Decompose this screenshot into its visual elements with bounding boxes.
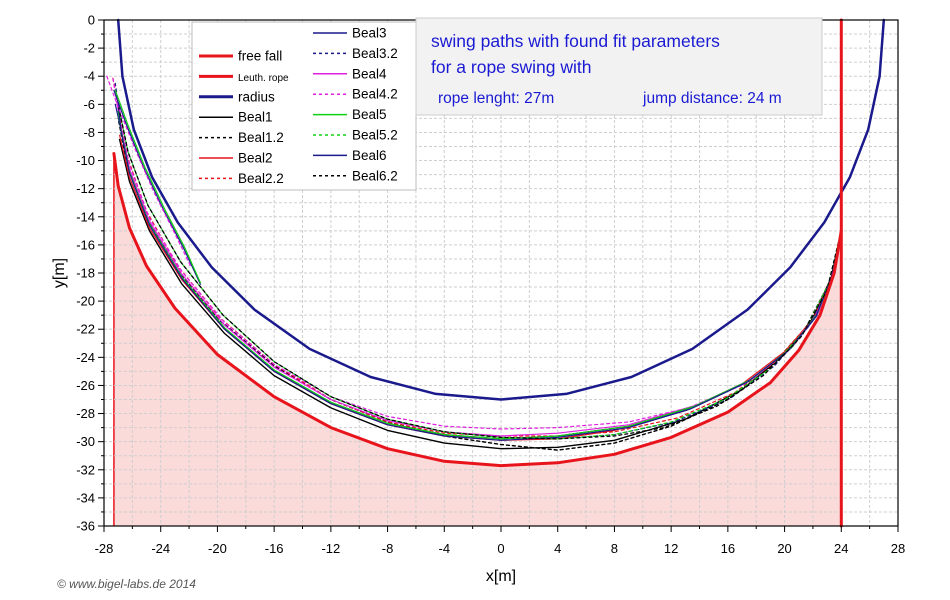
x-tick-label: 0 bbox=[497, 541, 504, 556]
legend-label: Beal5.2 bbox=[352, 128, 398, 143]
legend-label: Beal3 bbox=[352, 26, 387, 41]
legend-label: Beal1 bbox=[238, 110, 273, 125]
series-line-beal6 bbox=[117, 103, 842, 441]
series-line-extra-15 bbox=[113, 89, 201, 285]
x-tick-label: 4 bbox=[554, 541, 561, 556]
y-tick-label: -2 bbox=[83, 41, 95, 56]
free-fall-fill-area bbox=[113, 153, 842, 526]
legend-label: radius bbox=[238, 89, 275, 104]
y-tick-label: -28 bbox=[76, 406, 95, 421]
series-line-leuth-rope bbox=[112, 152, 843, 468]
legend-label: Beal6.2 bbox=[352, 168, 398, 183]
x-tick-label: -12 bbox=[321, 541, 340, 556]
legend-label: free fall bbox=[238, 49, 282, 64]
legend: free fall Leuth. rope radius Beal1 Beal1.2 Be… bbox=[191, 21, 417, 191]
x-tick-label: 20 bbox=[777, 541, 791, 556]
y-tick-label: -8 bbox=[83, 125, 95, 140]
y-tick-label: -34 bbox=[76, 490, 95, 505]
x-tick-label: -24 bbox=[151, 541, 170, 556]
y-tick-label: -24 bbox=[76, 350, 95, 365]
series-line-extra-16 bbox=[114, 89, 201, 284]
legend-box bbox=[191, 21, 417, 191]
copyright-text: © www.bigel-labs.de 2014 bbox=[57, 577, 196, 591]
series-line-extra-17 bbox=[106, 75, 192, 267]
x-tick-label: 28 bbox=[891, 541, 905, 556]
y-tick-label: -36 bbox=[76, 519, 95, 534]
x-tick-label: -16 bbox=[265, 541, 284, 556]
y-tick-label: -18 bbox=[76, 266, 95, 281]
y-tick-label: -26 bbox=[76, 378, 95, 393]
legend-label: Beal4.2 bbox=[352, 87, 398, 102]
x-tick-label: 24 bbox=[834, 541, 848, 556]
legend-label: Beal2 bbox=[238, 151, 273, 166]
legend-label: Beal6 bbox=[352, 148, 387, 163]
jump-distance-label: jump distance: 24 m bbox=[642, 90, 782, 107]
y-tick-label: -14 bbox=[76, 209, 95, 224]
y-axis-ticks: 0 -2 -4 -6 -8 -10 -12 -14 -16 -18 -20 -22 -24 -26 -28 -… bbox=[76, 13, 104, 534]
x-tick-label: -28 bbox=[95, 541, 114, 556]
legend-label: Beal3.2 bbox=[352, 46, 398, 61]
shaded-region bbox=[113, 153, 842, 526]
x-tick-label: -8 bbox=[382, 541, 394, 556]
x-axis-ticks: -28 -24 -20 -16 -12 -8 -4 0 4 8 12 16 20 24 28 bbox=[95, 526, 905, 556]
legend-label: Beal5 bbox=[352, 107, 387, 122]
legend-label: Beal4 bbox=[352, 66, 387, 81]
legend-label: Leuth. rope bbox=[238, 73, 289, 84]
y-tick-label: -30 bbox=[76, 434, 95, 449]
info-box: swing paths with found fit parameters fo… bbox=[415, 17, 823, 116]
y-tick-label: -16 bbox=[76, 237, 95, 252]
y-tick-label: -12 bbox=[76, 181, 95, 196]
info-line-1: swing paths with found fit parameters bbox=[431, 31, 720, 51]
info-line-2: for a rope swing with bbox=[431, 57, 592, 77]
legend-label: Beal1.2 bbox=[238, 130, 284, 145]
series-line-beal6-2 bbox=[117, 103, 842, 440]
y-tick-label: -6 bbox=[83, 97, 95, 112]
legend-entries: free fall Leuth. rope radius Beal1 Beal1.2 Be… bbox=[199, 26, 398, 186]
x-tick-label: -20 bbox=[208, 541, 227, 556]
info-box-background bbox=[415, 17, 823, 116]
y-tick-label: -10 bbox=[76, 153, 95, 168]
x-tick-label: 16 bbox=[721, 541, 735, 556]
y-tick-label: 0 bbox=[88, 13, 95, 28]
x-tick-label: 12 bbox=[664, 541, 678, 556]
x-axis-title: x[m] bbox=[486, 568, 516, 585]
x-tick-label: -4 bbox=[439, 541, 451, 556]
rope-length-label: rope lenght: 27m bbox=[438, 90, 554, 107]
y-tick-label: -4 bbox=[83, 69, 95, 84]
y-axis-title: y[m] bbox=[51, 258, 68, 288]
y-tick-label: -22 bbox=[76, 322, 95, 337]
y-tick-label: -20 bbox=[76, 294, 95, 309]
series-group bbox=[106, 18, 886, 528]
x-tick-label: 8 bbox=[611, 541, 618, 556]
y-tick-label: -32 bbox=[76, 462, 95, 477]
legend-label: Beal2.2 bbox=[238, 171, 284, 186]
